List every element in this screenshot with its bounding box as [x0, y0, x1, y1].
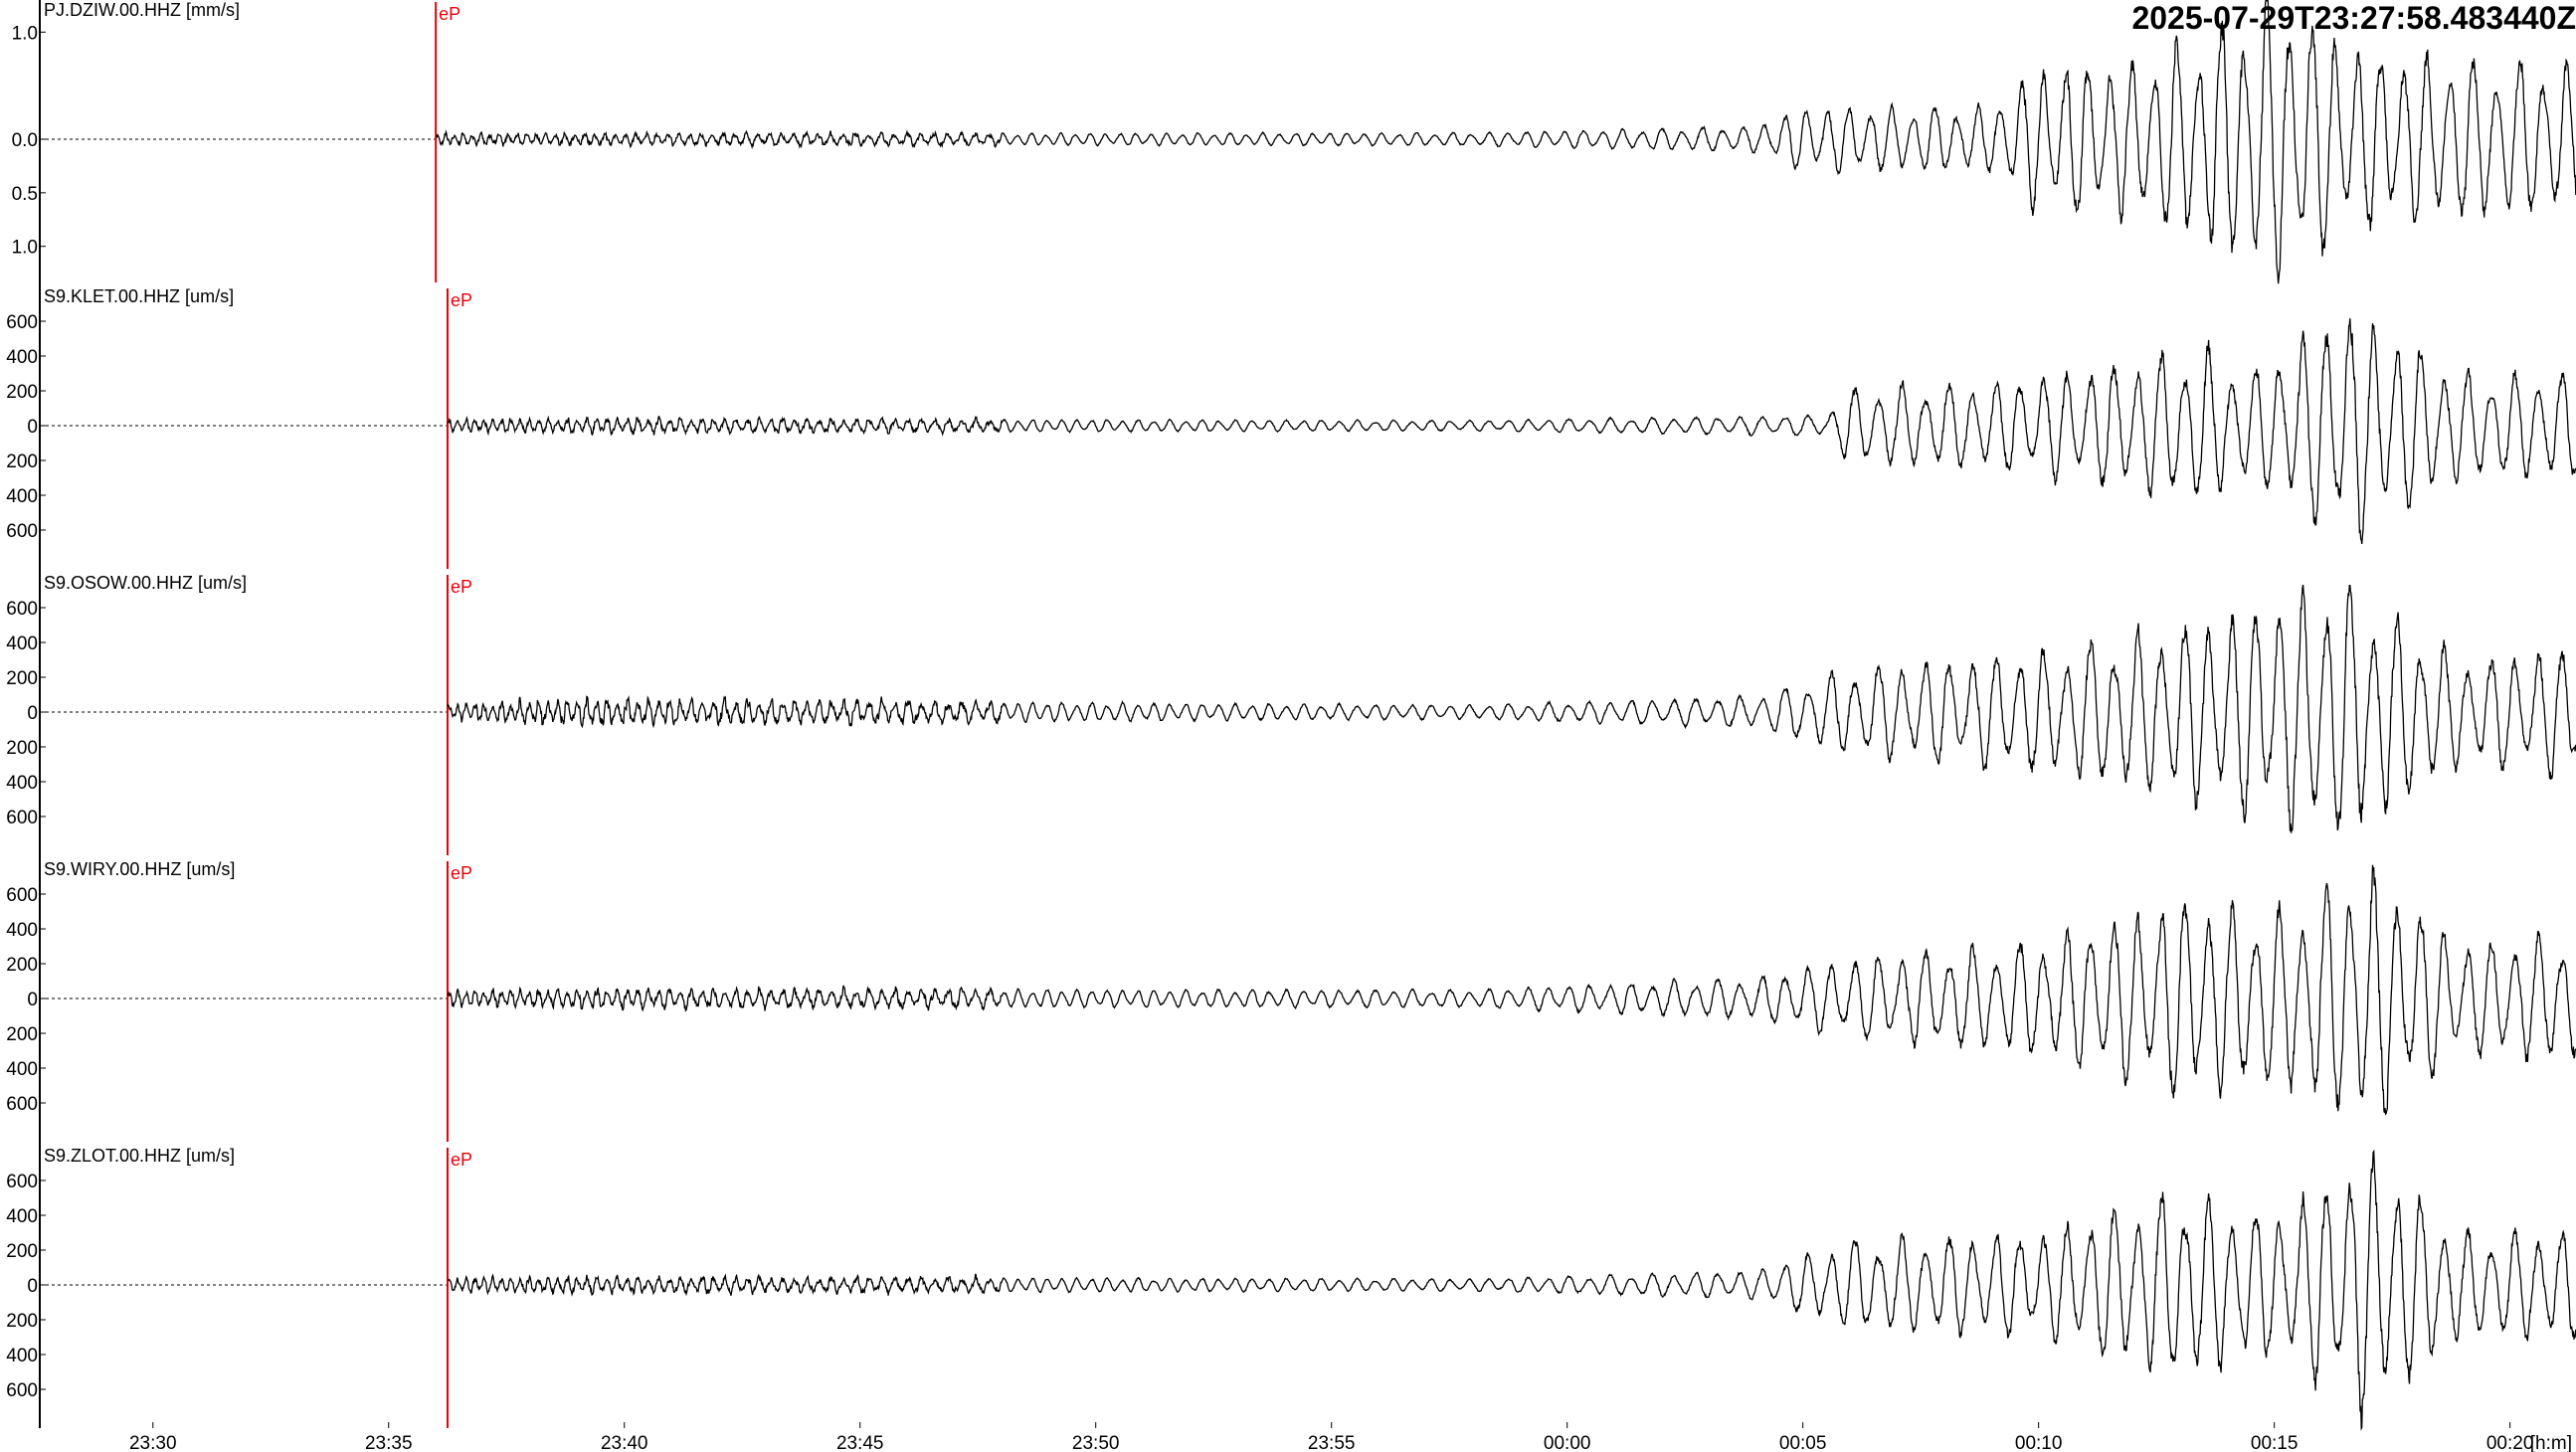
waveform-trace [447, 318, 2576, 544]
event-timestamp: 2025-07-29T23:27:58.483440Z [2131, 0, 2576, 36]
x-tick-label: 23:50 [1072, 1433, 1120, 1452]
x-tick-label: 23:40 [601, 1433, 648, 1452]
pick-label: eP [451, 290, 472, 310]
y-tick-label: 600 [6, 521, 38, 542]
trace-label-4: S9.ZLOT.00.HHZ [um/s] [44, 1146, 235, 1166]
y-tick-label: 200 [6, 668, 38, 689]
pick-label: eP [451, 863, 472, 883]
y-tick-label: 0 [27, 703, 38, 724]
y-tick-label: 600 [6, 1380, 38, 1401]
y-tick-label: 1.0 [12, 23, 38, 44]
trace-label-0: PJ.DZIW.00.HHZ [mm/s] [44, 0, 240, 20]
y-tick-label: 200 [6, 1024, 38, 1045]
y-tick-label: 0 [27, 1276, 38, 1297]
x-tick-label: 23:45 [836, 1433, 884, 1452]
y-tick-label: 400 [6, 347, 38, 368]
x-tick-label: 00:15 [2251, 1433, 2299, 1452]
y-tick-label: 600 [6, 312, 38, 333]
y-tick-label: 600 [6, 808, 38, 828]
y-tick-label: 400 [6, 1059, 38, 1080]
waveform-trace [447, 864, 2576, 1116]
time-unit-label: [h:m] [2530, 1433, 2572, 1452]
x-tick-label: 00:20 [2486, 1433, 2534, 1452]
x-tick-label: 00:00 [1544, 1433, 1591, 1452]
y-tick-label: 400 [6, 920, 38, 941]
y-tick-label: 600 [6, 599, 38, 620]
y-tick-label: 600 [6, 1172, 38, 1192]
x-tick-label: 00:10 [2015, 1433, 2063, 1452]
y-tick-label: 0 [27, 417, 38, 438]
y-tick-label: 200 [6, 955, 38, 976]
y-tick-label: 0 [27, 990, 38, 1010]
y-tick-label: 200 [6, 1311, 38, 1332]
pick-label: eP [451, 1150, 472, 1170]
y-tick-label: 400 [6, 1206, 38, 1227]
y-tick-label: 1.0 [12, 238, 38, 259]
waveform-trace [436, 0, 2576, 284]
trace-label-1: S9.KLET.00.HHZ [um/s] [44, 286, 234, 306]
y-tick-label: 200 [6, 382, 38, 403]
pick-label: eP [451, 577, 472, 597]
y-tick-label: 400 [6, 1346, 38, 1366]
waveform-trace [448, 1149, 2576, 1431]
x-tick-label: 23:30 [129, 1433, 177, 1452]
y-tick-label: 200 [6, 738, 38, 759]
trace-label-2: S9.OSOW.00.HHZ [um/s] [44, 573, 247, 593]
pick-label: eP [439, 4, 460, 24]
y-tick-label: 200 [6, 452, 38, 472]
x-tick-label: 00:05 [1779, 1433, 1827, 1452]
trace-label-3: S9.WIRY.00.HHZ [um/s] [44, 859, 235, 879]
y-tick-label: 600 [6, 885, 38, 906]
y-tick-label: 600 [6, 1094, 38, 1115]
y-tick-label: 200 [6, 1241, 38, 1262]
y-tick-label: 400 [6, 773, 38, 794]
waveform-trace [447, 584, 2576, 833]
y-tick-label: 0.5 [12, 184, 38, 205]
y-tick-label: 400 [6, 634, 38, 654]
x-tick-label: 23:55 [1308, 1433, 1356, 1452]
x-tick-label: 23:35 [365, 1433, 413, 1452]
y-tick-label: 0.0 [12, 130, 38, 151]
y-tick-label: 400 [6, 486, 38, 507]
